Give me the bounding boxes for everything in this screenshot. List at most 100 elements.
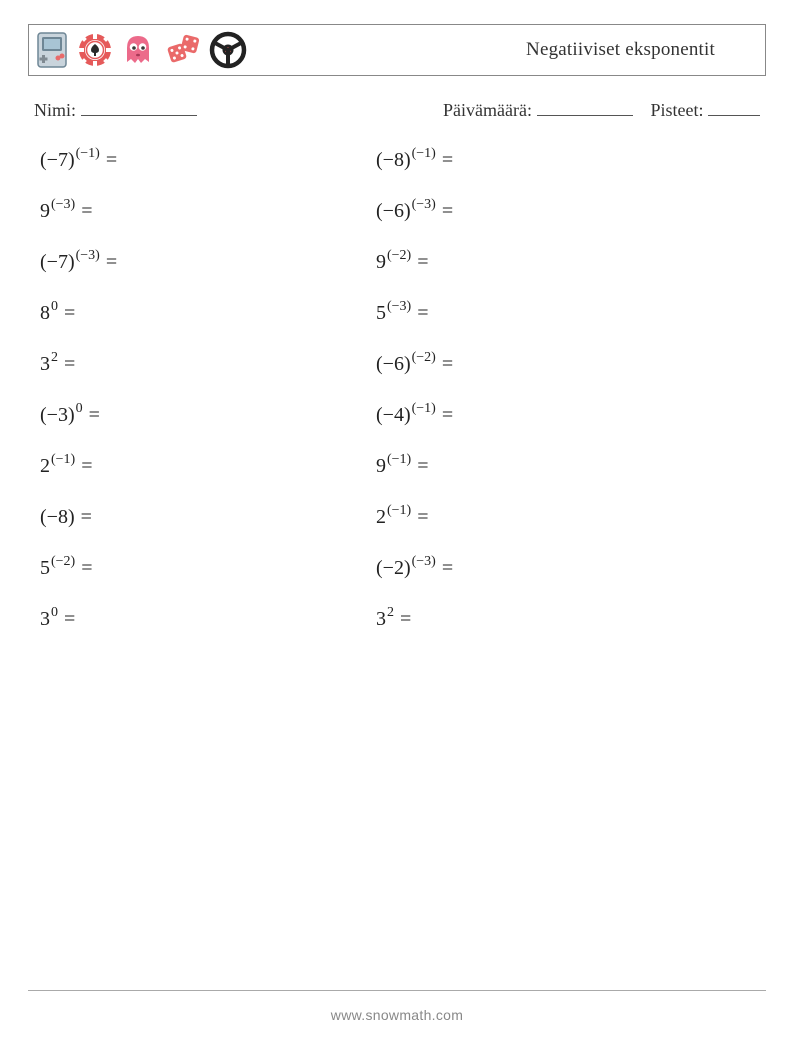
equals-sign: = [81, 557, 92, 580]
expr-base: (−8) [40, 506, 75, 529]
expr-base: 2 [40, 455, 50, 478]
expr-exponent: (−1) [412, 401, 436, 417]
footer-text: www.snowmath.com [0, 1007, 794, 1023]
expression: (−4)(−1)= [376, 404, 453, 427]
expression: 80 = [40, 302, 75, 325]
expr-base: 9 [376, 251, 386, 274]
expression: 2(−1)= [40, 455, 93, 478]
problem-row: (−7)(−3)=9(−2)= [40, 251, 754, 274]
equals-sign: = [64, 353, 75, 376]
expr-base: 8 [40, 302, 50, 325]
equals-sign: = [400, 608, 411, 631]
equals-sign: = [64, 302, 75, 325]
expression: 5(−3)= [376, 302, 429, 325]
expr-exponent: (−1) [412, 146, 436, 162]
worksheet-title: Negatiiviset eksponentit [526, 39, 755, 61]
expr-exponent: (−2) [387, 248, 411, 264]
problem-cell: (−7)(−3)= [40, 251, 376, 274]
expr-base: (−8) [376, 149, 411, 172]
poker-chip-icon [77, 32, 113, 68]
problem-cell: 2(−1)= [40, 455, 376, 478]
score-label: Pisteet: [651, 100, 704, 120]
problem-row: 30 =3 2 = [40, 608, 754, 631]
date-field: Päivämäärä: [443, 100, 632, 121]
worksheet-header: Negatiiviset eksponentit [28, 24, 766, 76]
problem-row: 32 = (−6)(−2) = [40, 353, 754, 376]
expr-base: (−6) [376, 200, 411, 223]
problem-cell: (−6)(−3)= [376, 200, 712, 223]
expr-base: 9 [40, 200, 50, 223]
equals-sign: = [417, 455, 428, 478]
expr-exponent: (−1) [387, 452, 411, 468]
header-icons [35, 31, 247, 69]
problem-cell: (−6)(−2) = [376, 353, 712, 376]
expr-base: 3 [40, 353, 50, 376]
expression: (−7)(−3)= [40, 251, 117, 274]
expr-exponent: 2 [51, 350, 58, 366]
steering-wheel-icon [209, 31, 247, 69]
expression: (−6)(−2) = [376, 353, 453, 376]
expr-base: (−6) [376, 353, 411, 376]
problem-cell: 80 = [40, 302, 376, 325]
equals-sign: = [81, 200, 92, 223]
problems-grid: (−7)(−1)=(−8)(−1)=9(−3)=(−6)(−3)=(−7)(−3… [28, 149, 766, 631]
expression: 2(−1)= [376, 506, 429, 529]
gameboy-icon [35, 31, 69, 69]
expr-exponent: (−1) [387, 503, 411, 519]
expression: 32= [376, 608, 411, 631]
problem-row: (−8)= 2(−1)= [40, 506, 754, 529]
date-blank[interactable] [537, 115, 633, 116]
problem-row: 5(−2)=(−2)(−3)= [40, 557, 754, 580]
equals-sign: = [442, 557, 453, 580]
score-field: Pisteet: [651, 100, 761, 121]
expr-base: 3 [40, 608, 50, 631]
problem-cell: 32= [376, 608, 712, 631]
problem-cell: 9(−3) = [40, 200, 376, 223]
equals-sign: = [64, 608, 75, 631]
expr-exponent: (−2) [412, 350, 436, 366]
expr-exponent: 0 [51, 299, 58, 315]
expr-exponent: (−3) [76, 248, 100, 264]
problem-cell: (−7)(−1)= [40, 149, 376, 172]
expr-exponent: (−1) [51, 452, 75, 468]
expr-exponent: (−3) [412, 197, 436, 213]
expression: 9(−3) = [40, 200, 93, 223]
equals-sign: = [417, 251, 428, 274]
date-label: Päivämäärä: [443, 100, 532, 120]
expr-exponent: 0 [51, 605, 58, 621]
problem-cell: (−4)(−1)= [376, 404, 712, 427]
expr-exponent: (−3) [51, 197, 75, 213]
expression: (−6)(−3)= [376, 200, 453, 223]
expr-exponent: 0 [76, 401, 83, 417]
problem-cell: 5(−3)= [376, 302, 712, 325]
problem-cell: 9(−2) = [376, 251, 712, 274]
score-blank[interactable] [708, 115, 760, 116]
footer-divider [28, 990, 766, 991]
problem-cell: (−2)(−3)= [376, 557, 712, 580]
expr-base: 5 [376, 302, 386, 325]
equals-sign: = [442, 353, 453, 376]
problem-row: 2(−1)=9(−1)= [40, 455, 754, 478]
name-blank[interactable] [81, 115, 197, 116]
equals-sign: = [442, 149, 453, 172]
expression: (−8)= [40, 506, 92, 529]
problem-row: (−7)(−1)=(−8)(−1)= [40, 149, 754, 172]
expression: 32 = [40, 353, 75, 376]
problem-cell: (−8)(−1) = [376, 149, 712, 172]
expression: 30 = [40, 608, 75, 631]
problem-cell: (−3)0= [40, 404, 376, 427]
expr-exponent: (−3) [412, 554, 436, 570]
expression: 9(−2) = [376, 251, 429, 274]
name-label: Nimi: [34, 100, 76, 120]
equals-sign: = [106, 251, 117, 274]
problem-row: (−3)0= (−4)(−1)= [40, 404, 754, 427]
dice-icon [163, 31, 201, 69]
equals-sign: = [417, 302, 428, 325]
expr-exponent: 2 [387, 605, 394, 621]
expression: (−2)(−3)= [376, 557, 453, 580]
problem-cell: 32 = [40, 353, 376, 376]
expression: (−7)(−1)= [40, 149, 117, 172]
expression: (−3)0= [40, 404, 100, 427]
expr-exponent: (−1) [76, 146, 100, 162]
expression: (−8)(−1) = [376, 149, 453, 172]
